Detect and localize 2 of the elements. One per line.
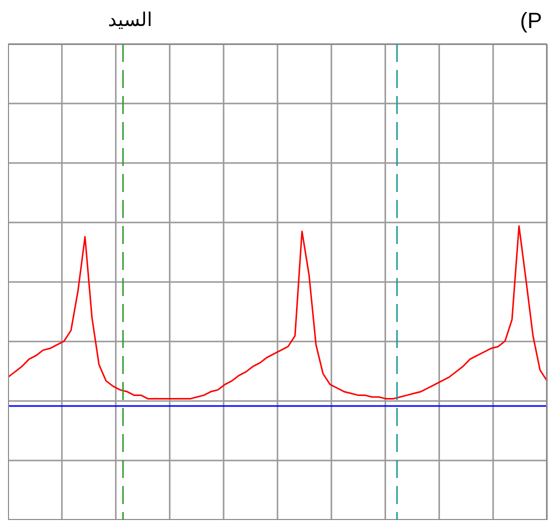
chart-title: السيد <box>108 9 152 32</box>
text: (P <box>520 8 542 34</box>
